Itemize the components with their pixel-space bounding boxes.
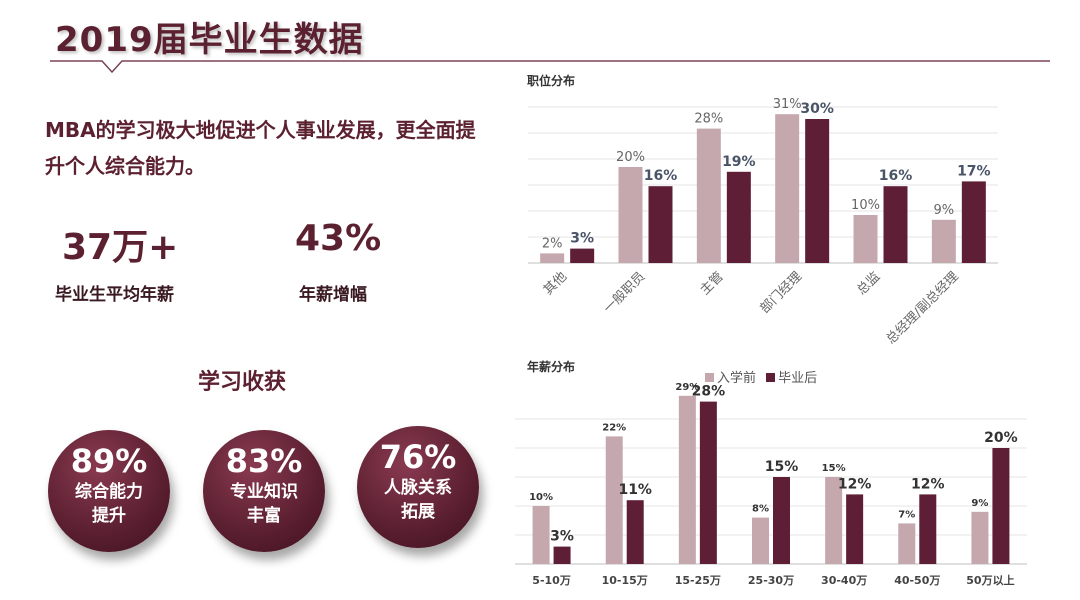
data-label-before: 15% [822, 463, 846, 474]
position-chart-title: 职位分布 [527, 74, 576, 88]
gain-circle-knowledge: 83% 专业知识 丰富 [203, 430, 325, 552]
data-label-after: 20% [984, 430, 1018, 446]
data-label-before: 31% [773, 97, 802, 112]
salary-chart-title: 年薪分布 [527, 360, 576, 374]
data-label-after: 30% [800, 101, 834, 117]
data-label-before: 10% [851, 198, 880, 213]
category-label: 50万以上 [966, 573, 1014, 587]
bar-before [971, 511, 989, 564]
data-label-after: 28% [692, 384, 726, 400]
category-label: 30-40万 [821, 574, 867, 587]
gain-network-label: 人脉关系 拓展 [384, 478, 452, 522]
stat-growth-value: 43% [295, 218, 382, 259]
bar-after [553, 546, 571, 564]
bar-before [775, 114, 800, 263]
data-label-before: 22% [602, 422, 626, 433]
data-label-before: 7% [898, 509, 915, 520]
bar-before [853, 215, 878, 263]
bar-before [540, 253, 565, 263]
data-label-before: 9% [934, 203, 955, 218]
data-label-before: 29% [675, 382, 699, 393]
legend-swatch-after [766, 373, 776, 382]
bar-after [699, 401, 717, 564]
category-label: 25-30万 [748, 574, 794, 587]
category-label: 40-50万 [894, 574, 940, 587]
data-label-before: 2% [542, 236, 563, 251]
bar-after [961, 181, 986, 263]
bar-after [648, 186, 673, 263]
data-label-before: 9% [971, 498, 988, 509]
page-title: 2019届毕业生数据 [55, 20, 364, 60]
bar-after [846, 494, 864, 564]
data-label-after: 3% [550, 529, 574, 545]
stat-growth-label: 年薪增幅 [299, 285, 367, 305]
legend-item-before: 入学前 [705, 371, 756, 386]
category-label: 15-25万 [675, 574, 721, 587]
bar-before [898, 523, 916, 564]
data-label-after: 19% [722, 154, 756, 170]
bar-before [678, 395, 696, 564]
bar-after [773, 477, 790, 564]
gain-ability-label: 综合能力 提升 [75, 482, 143, 526]
gain-knowledge-label: 专业知识 丰富 [230, 482, 298, 526]
data-label-before: 8% [752, 504, 769, 515]
data-label-after: 16% [644, 168, 678, 184]
salary-chart-legend: 入学前 毕业后 [705, 367, 823, 386]
gain-circle-network: 76% 人脉关系 拓展 [357, 426, 479, 548]
intro-text: MBA的学习极大地促进个人事业发展，更全面提升个人综合能力。 [45, 118, 476, 178]
data-label-after: 12% [911, 476, 945, 492]
bar-before [532, 506, 550, 564]
gain-knowledge-value: 83% [225, 442, 303, 480]
bar-after [626, 500, 644, 564]
data-label-before: 20% [616, 150, 645, 165]
legend-label-after: 毕业后 [778, 371, 818, 386]
bar-after [992, 448, 1010, 564]
data-label-after: 12% [838, 476, 872, 492]
bar-before [752, 517, 769, 564]
title-underline [50, 60, 1050, 74]
data-label-before: 10% [529, 492, 553, 503]
stat-salary-label: 毕业生平均年薪 [55, 285, 174, 305]
category-label: 10-15万 [602, 574, 648, 587]
bar-before [605, 436, 623, 564]
bar-after [805, 119, 830, 263]
legend-label-before: 入学前 [717, 371, 757, 386]
bar-after [570, 248, 595, 263]
data-label-after: 3% [570, 231, 594, 247]
data-label-before: 28% [694, 112, 723, 127]
gain-circle-ability: 89% 综合能力 提升 [48, 430, 170, 552]
category-label: 5-10万 [532, 574, 571, 587]
bar-after [726, 171, 751, 263]
gain-network-value: 76% [379, 438, 457, 476]
bar-after [883, 186, 908, 263]
bar-before [696, 128, 721, 263]
data-label-after: 16% [879, 168, 913, 184]
data-label-after: 11% [618, 482, 652, 498]
bar-before [931, 219, 956, 263]
gains-heading: 学习收获 [198, 370, 287, 395]
stat-salary-value: 37万+ [62, 227, 179, 268]
bar-after [919, 494, 937, 564]
gain-ability-value: 89% [70, 442, 148, 480]
legend-item-after: 毕业后 [766, 371, 817, 386]
data-label-after: 15% [765, 459, 799, 475]
data-label-after: 17% [957, 163, 991, 179]
bar-before [825, 477, 843, 564]
bar-before [618, 167, 643, 263]
legend-swatch-before [705, 373, 714, 382]
